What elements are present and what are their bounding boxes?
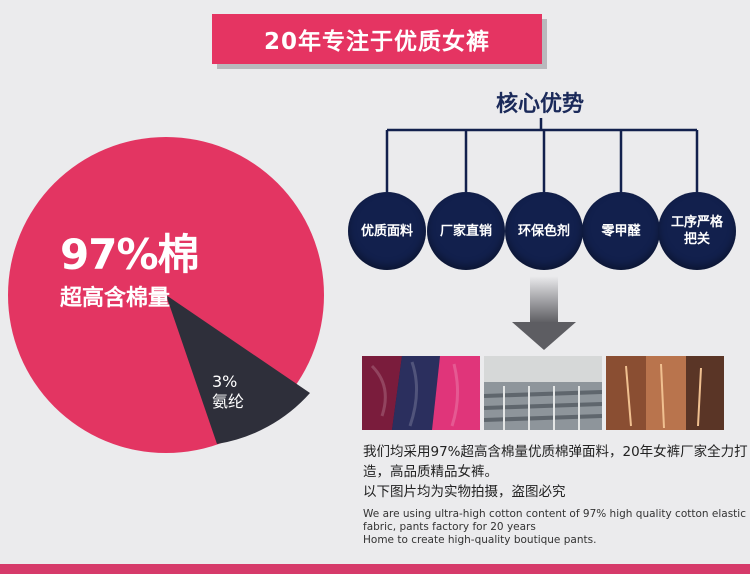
banner-title: 20年专注于优质女裤 (263, 29, 490, 55)
advantage-eco-dye: 环保色剂 (505, 192, 583, 270)
advantage-zero-formaldehyde: 零甲醛 (582, 192, 660, 270)
description-english: We are using ultra-high cotton content o… (363, 508, 748, 547)
pie-main-value: 97%棉 (60, 230, 200, 279)
description-chinese: 我们均采用97%超高含棉量优质棉弹面料，20年女裤厂家全力打造，高品质精品女裤。… (363, 442, 748, 502)
bottom-divider (0, 564, 750, 574)
pie-minor-label: 氨纶 (212, 392, 245, 411)
description-en-line1: We are using ultra-high cotton content o… (363, 508, 746, 533)
fabric-photo (362, 356, 480, 430)
core-advantages-title: 核心优势 (495, 92, 584, 117)
description-cn-line2: 以下图片均为实物拍摄，盗图必究 (363, 484, 566, 500)
advantage-quality-fabric: 优质面料 (348, 192, 426, 270)
description-en-line2: Home to create high-quality boutique pan… (363, 534, 597, 546)
factory-photo (484, 356, 602, 430)
pie-minor-text: 3% 氨纶 (212, 372, 244, 412)
banner-title-box: 20年专注于优质女裤 (212, 14, 542, 64)
machine-photo (606, 356, 724, 430)
description-cn-line1: 我们均采用97%超高含棉量优质棉弹面料，20年女裤厂家全力打造，高品质精品女裤。 (363, 444, 748, 480)
pie-slice-spandex (166, 295, 310, 444)
pie-main-label: 超高含棉量 (60, 286, 171, 311)
advantage-factory-direct: 厂家直销 (427, 192, 505, 270)
pie-minor-value: 3% (212, 372, 238, 391)
advantage-strict-process: 工序严格 把关 (658, 192, 736, 270)
